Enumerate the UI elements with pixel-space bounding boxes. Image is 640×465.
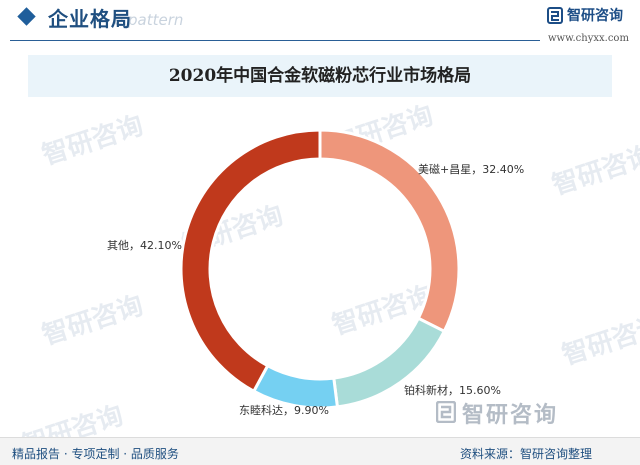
slice-label-3: 东睦科达，9.90% xyxy=(239,403,329,417)
brand-name: 智研咨询 xyxy=(567,8,623,24)
donut-slice-1 xyxy=(318,128,461,334)
donut-slice-4 xyxy=(179,128,322,394)
header-subtitle: e pattern xyxy=(114,11,184,29)
brand-url: www.chyxx.com xyxy=(548,33,629,44)
page-header: e pattern 企业格局 智研咨询 www.chyxx.com xyxy=(0,0,640,44)
footer-slogan: 精品报告 · 专项定制 · 品质服务 xyxy=(12,447,179,461)
slice-label-1: 美磁+昌星，32.40% xyxy=(418,163,524,176)
donut-slice-3 xyxy=(251,363,340,410)
slice-label-4: 其他，42.10% xyxy=(107,239,182,252)
chart-title-band: 2020年中国合金软磁粉芯行业市场格局 xyxy=(28,55,612,97)
header-divider xyxy=(10,40,540,41)
footer-brand-icon xyxy=(436,401,456,423)
slice-label-2: 铂科新材，15.60% xyxy=(404,383,501,397)
page-footer: 精品报告 · 专项定制 · 品质服务 资料来源：智研咨询整理 xyxy=(0,437,640,465)
brand-logo-icon xyxy=(547,7,563,24)
chart-title: 2020年中国合金软磁粉芯行业市场格局 xyxy=(168,66,472,86)
page-title: 企业格局 xyxy=(48,7,132,31)
footer-brand: 智研咨询 xyxy=(462,403,559,428)
data-source: 资料来源：智研咨询整理 xyxy=(460,447,593,461)
